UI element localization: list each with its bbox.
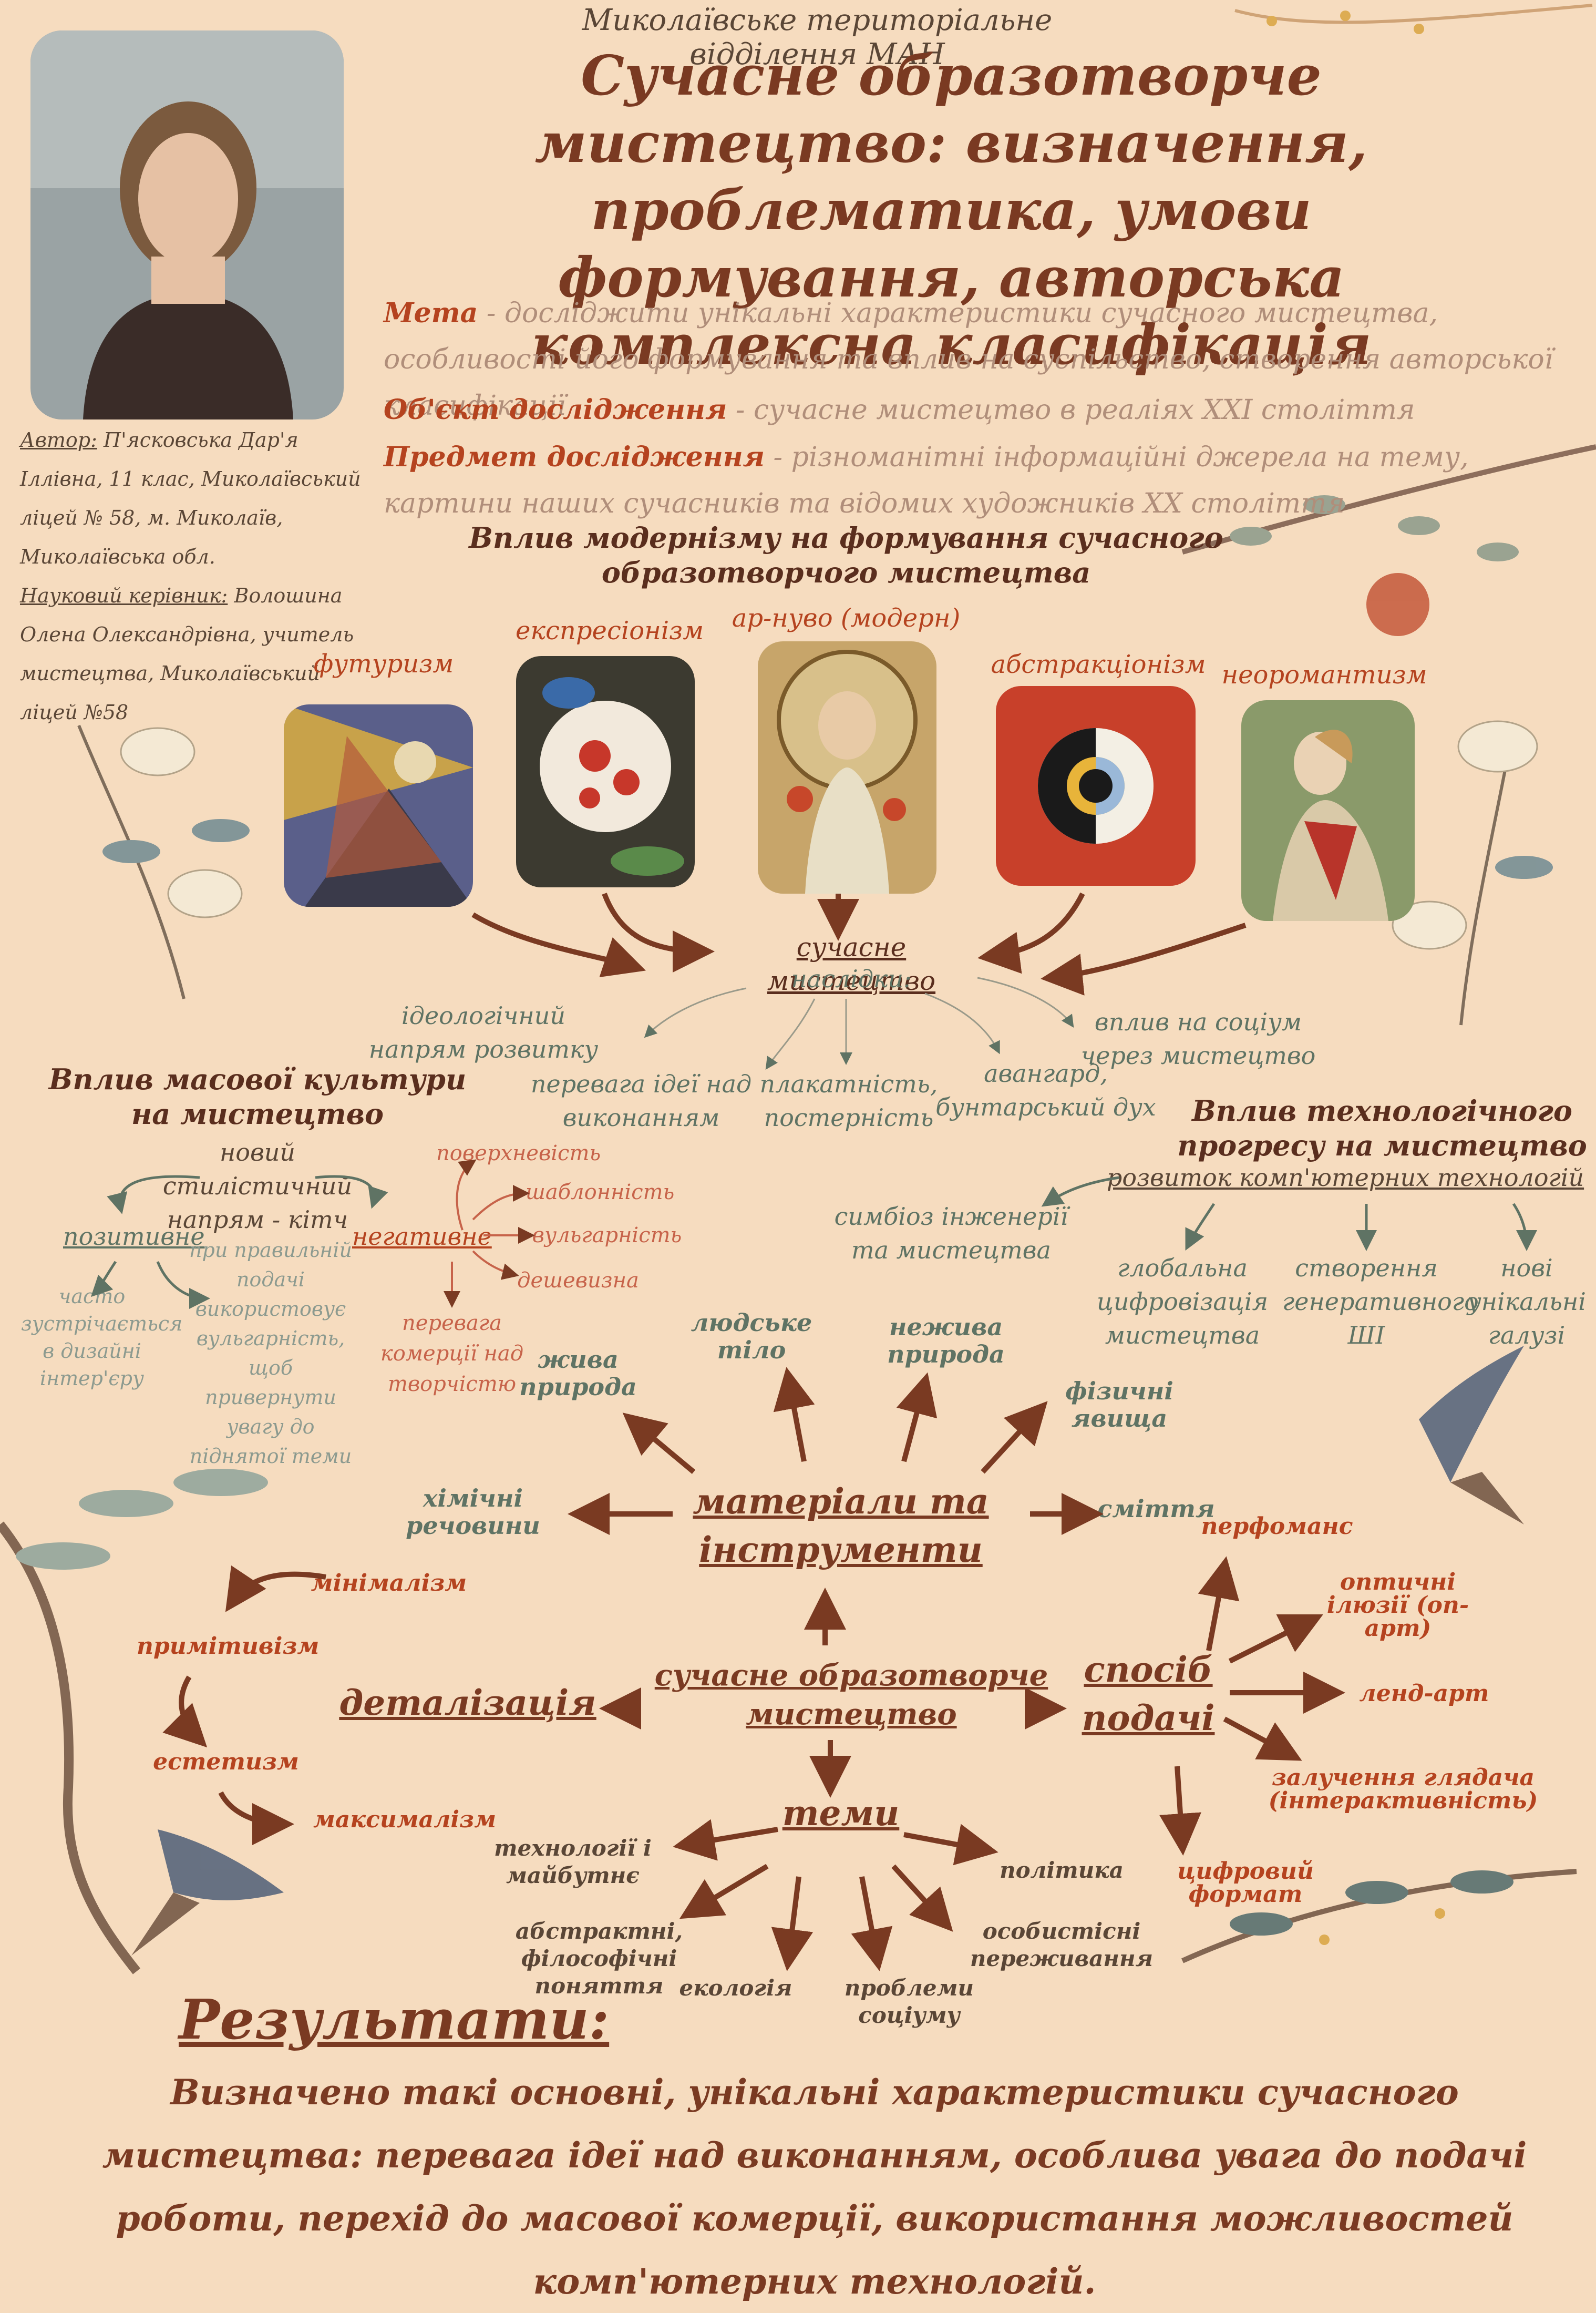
modernism-heading: Вплив модернізму на формування сучасного… xyxy=(469,521,1223,589)
consequence-poster-style: плакатність, постерність xyxy=(759,1070,938,1132)
aim-label: Мета xyxy=(384,297,478,329)
style-label-art-nouveau: ар-нуво (модерн) xyxy=(732,603,961,633)
consequence-ideological: ідеологічний напрям розвитку xyxy=(368,1001,599,1063)
neoromanticism-painting xyxy=(1241,700,1415,921)
consequence-idea-over-execution: перевага ідеї над виконанням xyxy=(530,1070,752,1132)
method-land-art: ленд-арт xyxy=(1359,1680,1489,1707)
material-nonliving-nature: нежива природа xyxy=(887,1313,1005,1368)
author-info: Автор: П'ясковська Дар'я Іллівна, 11 кла… xyxy=(20,421,372,732)
detail-primitivism: примітивізм xyxy=(137,1633,320,1660)
material-chemicals: хімічні речовини xyxy=(406,1484,540,1540)
positive-node: позитивне xyxy=(63,1222,205,1251)
author-text: П'ясковська Дар'я Іллівна, 11 клас, Мико… xyxy=(20,428,361,568)
material-garbage: сміття xyxy=(1097,1495,1215,1523)
consequence-avantgarde: авангард, бунтарський дух xyxy=(935,1059,1156,1121)
method-performance: перфоманс xyxy=(1201,1513,1353,1540)
author-label: Автор: xyxy=(20,428,97,452)
themes-node: теми xyxy=(782,1793,900,1834)
detail-minimalism: мінімалізм xyxy=(311,1570,467,1596)
results-text: Визначено такі основні, унікальні характ… xyxy=(102,2072,1527,2302)
object-text: - сучасне мистецтво в реаліях XXI століт… xyxy=(727,394,1415,426)
object-label: Об'єкт дослідження xyxy=(384,394,727,426)
page-title: Сучасне образотворче мистецтво: визначен… xyxy=(531,43,1372,377)
object-paragraph: Об'єкт дослідження - сучасне мистецтво в… xyxy=(384,387,1577,433)
negative-item-template: шаблонність xyxy=(526,1180,675,1204)
materials-node: матеріали та інструменти xyxy=(693,1481,989,1570)
detail-node: деталізація xyxy=(339,1682,596,1723)
tech-item-generative-ai: створення генеративного ШІ xyxy=(1282,1254,1479,1349)
material-living-nature: жива природа xyxy=(519,1345,637,1401)
negative-item-commerce: перевага комерції над творчістю xyxy=(380,1311,524,1396)
classification-center-node: сучасне образотворче мистецтво xyxy=(654,1658,1048,1732)
method-node: спосіб подачі xyxy=(1082,1649,1215,1738)
consequence-social-influence: вплив на соціум через мистецтво xyxy=(1080,1008,1316,1070)
theme-personal: особистісні переживання xyxy=(970,1918,1154,1971)
supervisor-text: Волошина Олена Олександрівна, учитель ми… xyxy=(20,584,354,724)
subject-paragraph: Предмет дослідження - різноманітні інфор… xyxy=(384,434,1577,527)
art-nouveau-painting xyxy=(758,641,936,894)
author-photo xyxy=(30,30,344,419)
computer-tech-node: розвиток комп'ютерних технологій xyxy=(1106,1163,1584,1192)
aim-paragraph: Мета - досліджити унікальні характеристи… xyxy=(384,290,1577,429)
material-human-body: людське тіло xyxy=(691,1308,812,1364)
subject-text: - різноманітні інформаційні джерела на т… xyxy=(384,442,1469,519)
theme-ecology: екологія xyxy=(679,1975,792,2001)
expressionism-painting xyxy=(516,656,695,887)
results-title: Результати: xyxy=(179,1987,610,2052)
theme-society: проблеми соціуму xyxy=(844,1975,974,2028)
style-label-futurism: футуризм xyxy=(313,649,454,679)
detail-aestheticism: естетизм xyxy=(153,1748,299,1775)
positive-item-vulgarity: при правильній подачі використовує вульг… xyxy=(189,1239,352,1468)
method-interactivity: залучення глядача (інтерактивність) xyxy=(1268,1764,1538,1814)
supervisor-label: Науковий керівник: xyxy=(20,584,228,607)
theme-politics: політика xyxy=(1000,1857,1124,1883)
abstractionism-painting xyxy=(996,686,1196,886)
method-digital-format: цифровий формат xyxy=(1177,1858,1314,1908)
style-label-neoromanticism: неоромантизм xyxy=(1221,660,1427,690)
theme-technology: технології і майбутнє xyxy=(494,1835,652,1888)
tech-item-symbiosis: симбіоз інженерії та мистецтва xyxy=(834,1202,1068,1264)
organization-line: Миколаївське територіальне відділення МА… xyxy=(582,3,1053,71)
mass-culture-heading: Вплив масової культури на мистецтво xyxy=(48,1062,467,1131)
decorative-botanical-illustrations xyxy=(0,4,1596,1974)
negative-item-cheapness: дешевизна xyxy=(517,1268,639,1293)
tech-heading: Вплив технологічного прогресу на мистецт… xyxy=(1177,1094,1587,1162)
tech-item-digitalization: глобальна цифровізація мистецтва xyxy=(1096,1254,1269,1349)
negative-item-vulgarity: вульгарність xyxy=(532,1223,682,1247)
futurism-painting xyxy=(284,704,473,907)
method-op-art: оптичні ілюзії (оп-арт) xyxy=(1326,1569,1469,1642)
tech-item-new-fields: нові унікальні галузі xyxy=(1467,1254,1586,1349)
material-physical-phenomena: фізичні явища xyxy=(1065,1377,1173,1432)
aim-text: - досліджити унікальні характеристики су… xyxy=(384,298,1553,422)
style-label-expressionism: експресіонізм xyxy=(515,616,704,646)
subject-label: Предмет дослідження xyxy=(384,441,765,473)
theme-abstract: абстрактні, філософічні поняття xyxy=(515,1918,683,1999)
consequences-label: наслідки: xyxy=(791,965,912,993)
diagram-arrows xyxy=(90,892,1537,1971)
negative-node: негативне xyxy=(352,1222,492,1251)
style-label-abstractionism: абстракціонізм xyxy=(991,650,1206,679)
detail-maximalism: максималізм xyxy=(313,1806,497,1833)
